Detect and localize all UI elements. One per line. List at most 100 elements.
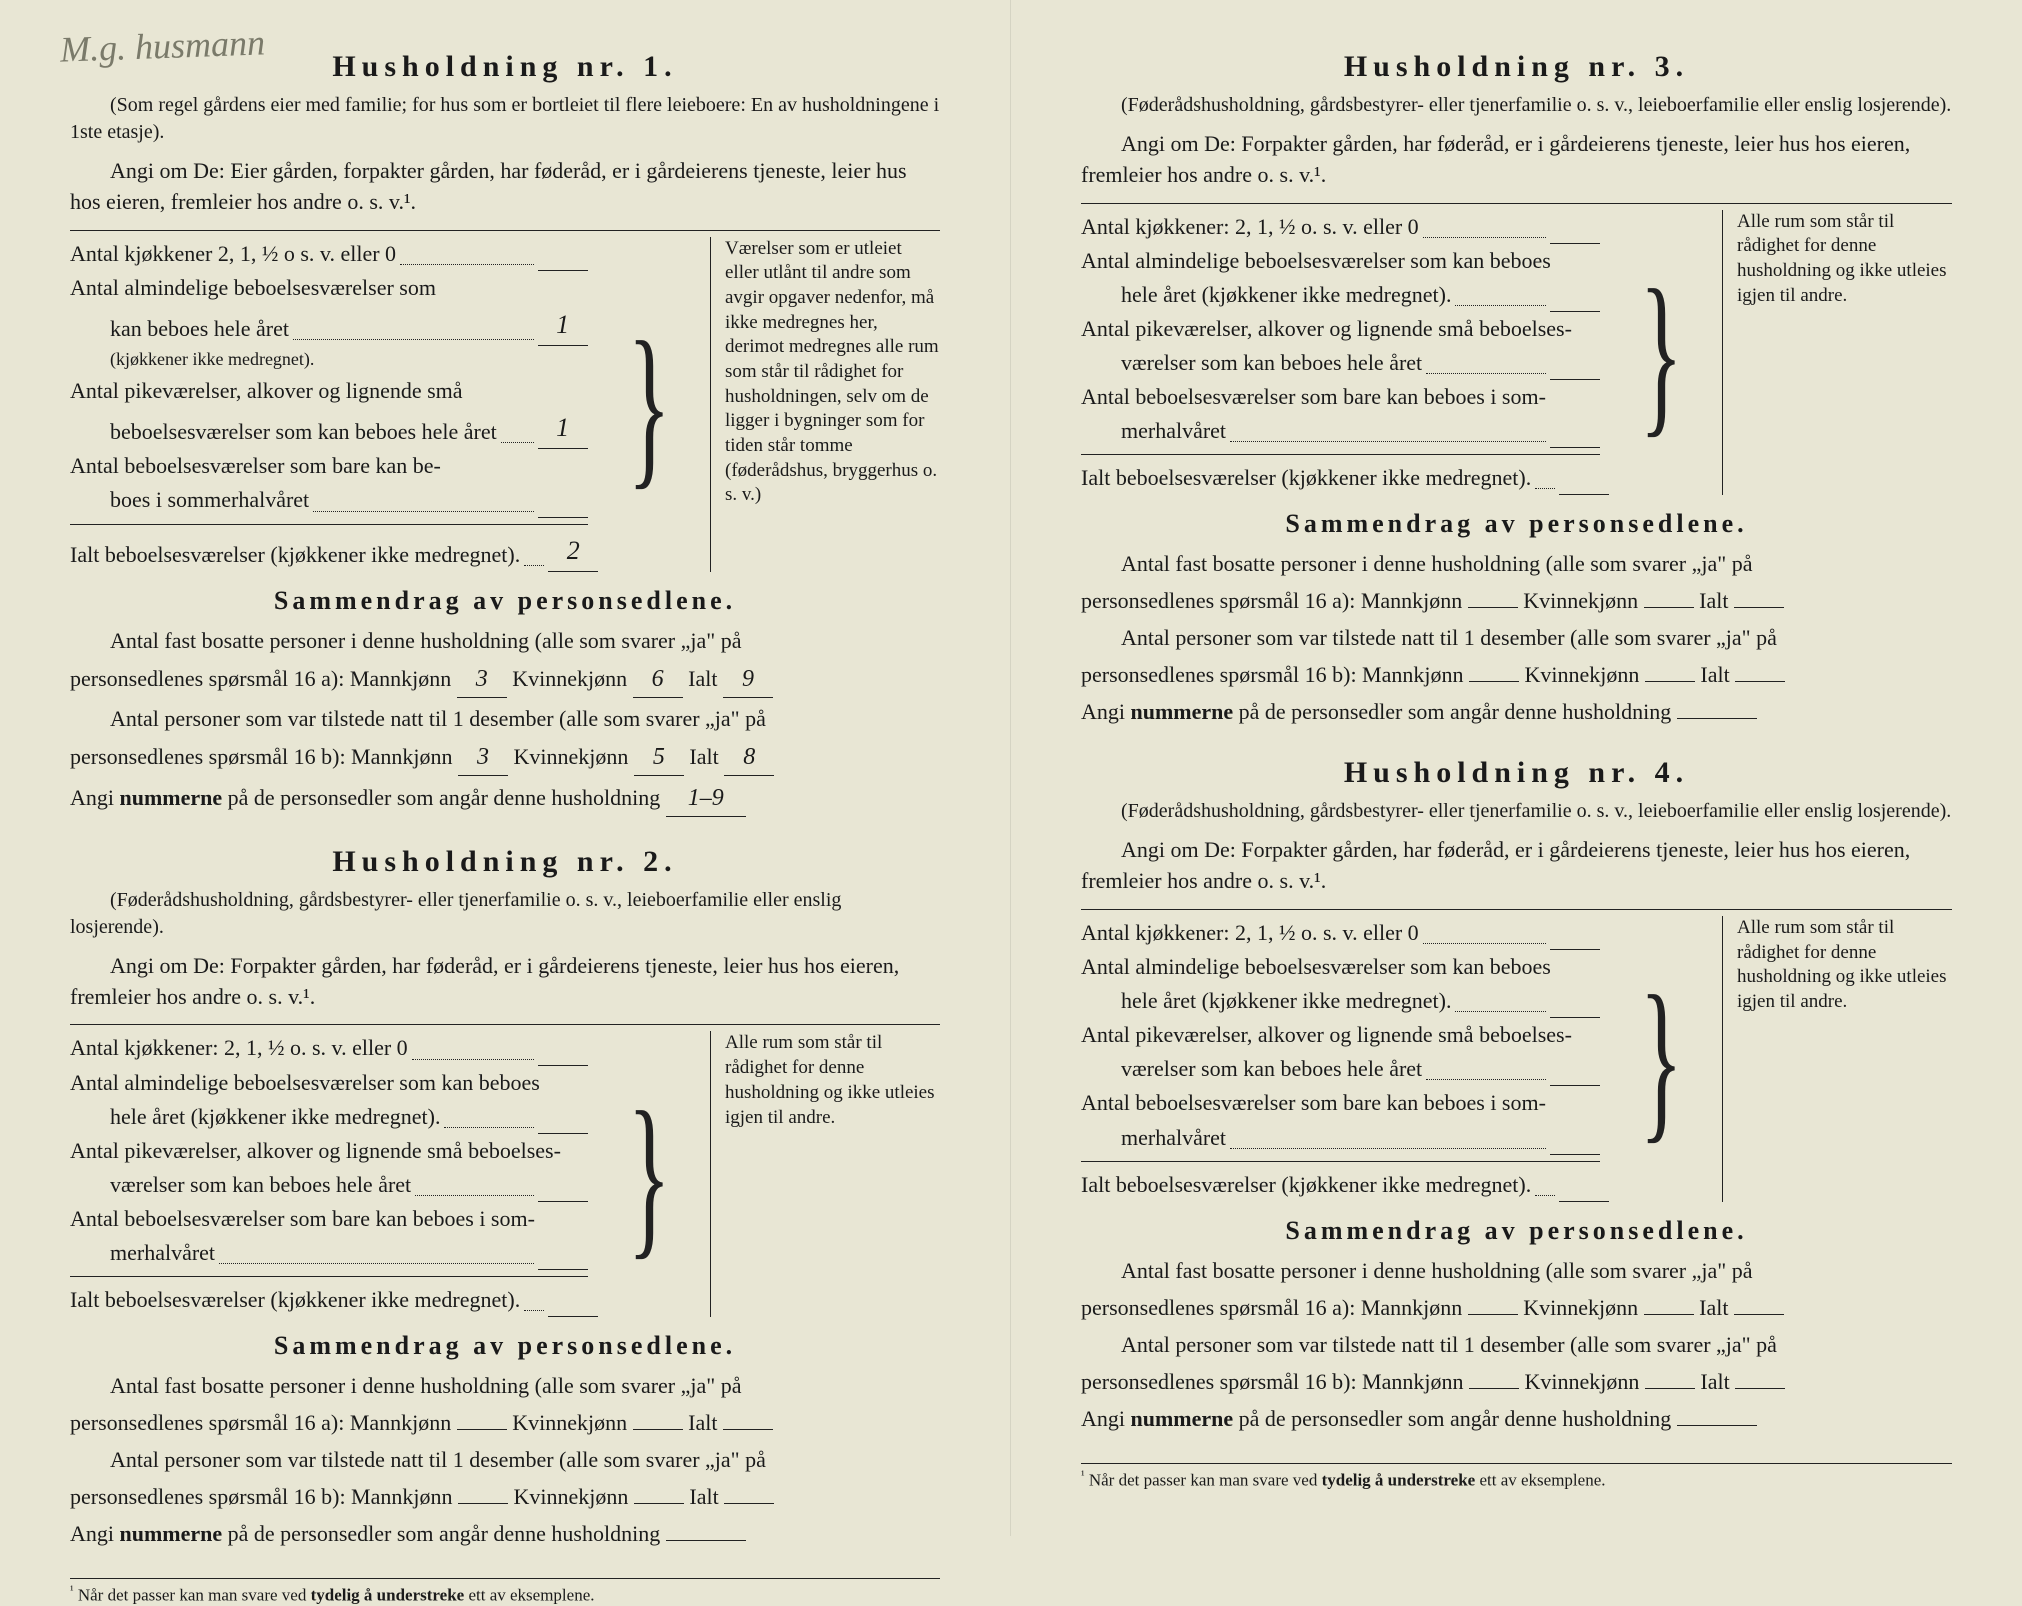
angi-value <box>666 1540 746 1541</box>
men-b-value <box>458 1503 508 1504</box>
footnote-text-prefix: Når det passer kan man svare ved <box>1085 1470 1322 1489</box>
total-label: Ialt <box>1700 1369 1729 1394</box>
ordinary-rooms-label-2: hele året (kjøkkener ikke medregnet). <box>1121 278 1451 312</box>
dots <box>1230 441 1546 442</box>
small-rooms-row-2: værelser som kan beboes hele året <box>1081 346 1600 380</box>
dots <box>1455 1011 1545 1012</box>
summary-present-line2: personsedlenes spørsmål 16 b): Mannkjønn… <box>1081 1365 1952 1398</box>
kitchens-row: Antal kjøkkener: 2, 1, ½ o. s. v. eller … <box>70 1031 588 1065</box>
ordinary-rooms-label-2: hele året (kjøkkener ikke medregnet). <box>110 1100 440 1134</box>
total-label: Ialt <box>688 666 717 691</box>
small-rooms-label-1: Antal pikeværelser, alkover og lignende … <box>70 374 463 408</box>
sidenote: Værelser som er utleiet eller utlånt til… <box>710 237 940 572</box>
women-label: Kvinnekjønn <box>1523 588 1638 613</box>
household-subtitle: (Føderådshusholdning, gårdsbestyrer- ell… <box>1081 798 1952 825</box>
summary-title: Sammendrag av personsedlene. <box>1081 1216 1952 1246</box>
total-a-value: 9 <box>723 661 773 698</box>
women-a-value <box>1644 607 1694 608</box>
summer-rooms-row-2: merhalvåret <box>70 1236 588 1270</box>
men-b-value <box>1469 681 1519 682</box>
angi-value <box>1677 718 1757 719</box>
women-label: Kvinnekjønn <box>512 1410 627 1435</box>
small-rooms-row-1: Antal pikeværelser, alkover og lignende … <box>1081 1018 1600 1052</box>
small-rooms-label-2: værelser som kan beboes hele året <box>110 1168 411 1202</box>
summer-rooms-label-2: boes i sommerhalvåret <box>110 483 309 517</box>
household-instruction: Angi om De: Eier gården, forpakter gårde… <box>70 156 940 218</box>
dots <box>400 264 534 265</box>
rooms-section: Antal kjøkkener: 2, 1, ½ o. s. v. eller … <box>1081 210 1952 496</box>
household-4: Husholdning nr. 4. (Føderådshusholdning,… <box>1081 756 1952 1434</box>
small-rooms-value <box>1550 1085 1600 1086</box>
kitchens-label: Antal kjøkkener: 2, 1, ½ o. s. v. eller … <box>1081 210 1419 244</box>
summary-residents-line2: personsedlenes spørsmål 16 a): Mannkjønn… <box>70 661 940 698</box>
angi-bold: nummerne <box>120 1521 223 1546</box>
kitchens-label: Antal kjøkkener: 2, 1, ½ o. s. v. eller … <box>70 1031 408 1065</box>
summer-rooms-value <box>1550 1154 1600 1155</box>
summer-rooms-value <box>1550 447 1600 448</box>
sidenote: Alle rum som står til rådighet for denne… <box>1722 210 1952 496</box>
summary-title: Sammendrag av personsedlene. <box>70 586 940 616</box>
ordinary-rooms-subnote-row: (kjøkkener ikke medregnet). <box>70 346 588 374</box>
footnote-right: ¹ Når det passer kan man svare ved tydel… <box>1081 1463 1952 1491</box>
men-b-value <box>1469 1388 1519 1389</box>
footnote-text-prefix: Når det passer kan man svare ved <box>74 1586 311 1605</box>
household-subtitle: (Føderådshusholdning, gårdsbestyrer- ell… <box>1081 92 1952 119</box>
total-rooms-row: Ialt beboelsesværelser (kjøkkener ikke m… <box>70 531 588 572</box>
household-1: Husholdning nr. 1. (Som regel gårdens ei… <box>70 50 940 817</box>
summary-residents-prefix: personsedlenes spørsmål 16 a): Mannkjønn <box>1081 1295 1462 1320</box>
left-page: M.g. husmann Husholdning nr. 1. (Som reg… <box>0 0 1011 1536</box>
brace-icon: } <box>1639 267 1682 438</box>
total-rooms-value <box>548 1316 598 1317</box>
total-label: Ialt <box>688 1410 717 1435</box>
women-b-value <box>1645 681 1695 682</box>
summer-rooms-row-2: merhalvåret <box>1081 414 1600 448</box>
divider <box>1081 1161 1600 1162</box>
summary-title: Sammendrag av personsedlene. <box>1081 509 1952 539</box>
total-rooms-label: Ialt beboelsesværelser (kjøkkener ikke m… <box>70 1283 520 1317</box>
handwritten-annotation: M.g. husmann <box>59 21 265 70</box>
summary-residents-prefix: personsedlenes spørsmål 16 a): Mannkjønn <box>70 1410 451 1435</box>
angi-value: 1–9 <box>666 780 746 817</box>
total-label: Ialt <box>1699 1295 1728 1320</box>
total-rooms-value: 2 <box>548 531 598 572</box>
total-rooms-label: Ialt beboelsesværelser (kjøkkener ikke m… <box>70 538 520 572</box>
total-rooms-label: Ialt beboelsesværelser (kjøkkener ikke m… <box>1081 1168 1531 1202</box>
summer-rooms-value <box>538 1269 588 1270</box>
summary-present-line1: Antal personer som var tilstede natt til… <box>70 702 940 735</box>
ordinary-rooms-label-1: Antal almindelige beboelsesværelser som <box>70 271 436 305</box>
dots <box>1423 943 1546 944</box>
divider <box>70 230 940 231</box>
footnote-left: ¹ Når det passer kan man svare ved tydel… <box>70 1578 940 1606</box>
sidenote: Alle rum som står til rådighet for denne… <box>710 1031 940 1317</box>
dots <box>1423 237 1546 238</box>
ordinary-rooms-label-2: hele året (kjøkkener ikke medregnet). <box>1121 984 1451 1018</box>
ordinary-rooms-subnote: (kjøkkener ikke medregnet). <box>110 346 314 374</box>
summary-residents-line2: personsedlenes spørsmål 16 a): Mannkjønn… <box>70 1406 940 1439</box>
dots <box>293 339 534 340</box>
angi-suffix: på de personsedler som angår denne husho… <box>222 785 660 810</box>
summary-present-prefix: personsedlenes spørsmål 16 b): Mannkjønn <box>70 744 453 769</box>
divider <box>70 1276 588 1277</box>
kitchens-row: Antal kjøkkener: 2, 1, ½ o. s. v. eller … <box>1081 210 1600 244</box>
household-title: Husholdning nr. 3. <box>1081 50 1952 84</box>
small-rooms-value <box>1550 379 1600 380</box>
small-rooms-row-1: Antal pikeværelser, alkover og lignende … <box>70 1134 588 1168</box>
household-instruction: Angi om De: Forpakter gården, har føderå… <box>1081 835 1952 897</box>
sidenote: Alle rum som står til rådighet for denne… <box>1722 916 1952 1202</box>
footnote-text-bold: tydelig å understreke <box>1322 1470 1476 1489</box>
kitchens-row: Antal kjøkkener: 2, 1, ½ o. s. v. eller … <box>1081 916 1600 950</box>
dots <box>1230 1148 1546 1149</box>
ordinary-rooms-row-2: kan beboes hele året 1 <box>70 305 588 346</box>
total-a-value <box>1734 607 1784 608</box>
dots <box>1426 373 1545 374</box>
total-b-value <box>1735 1388 1785 1389</box>
total-rooms-value <box>1559 494 1609 495</box>
men-a-value <box>1468 607 1518 608</box>
footnote-text-suffix: ett av eksemplene. <box>464 1586 594 1605</box>
summary-numbers-line: Angi nummerne på de personsedler som ang… <box>70 1517 940 1550</box>
small-rooms-value: 1 <box>538 408 588 449</box>
right-page: Husholdning nr. 3. (Føderådshusholdning,… <box>1011 0 2022 1536</box>
total-rooms-row: Ialt beboelsesværelser (kjøkkener ikke m… <box>70 1283 588 1317</box>
summary-present-line2: personsedlenes spørsmål 16 b): Mannkjønn… <box>70 739 940 776</box>
women-label: Kvinnekjønn <box>514 1484 629 1509</box>
